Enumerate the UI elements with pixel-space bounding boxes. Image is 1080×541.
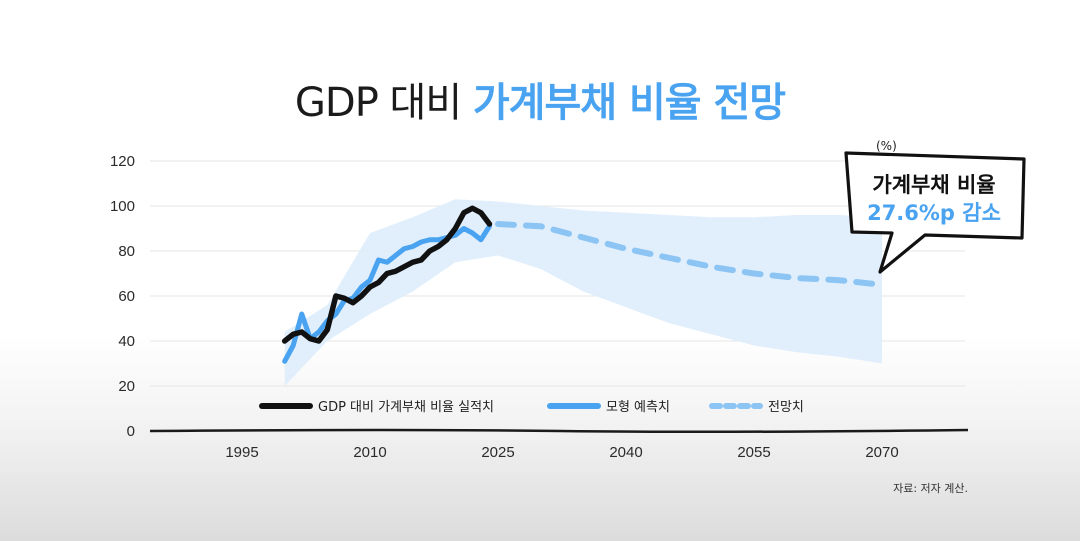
y-tick-label-60: 60 (118, 288, 135, 305)
y-tick-label-80: 80 (118, 243, 135, 260)
x-axis-line (149, 428, 969, 434)
legend-layer: GDP 대비 가계부채 비율 실적치 모형 예측치 전망치 (259, 400, 804, 415)
x-tick-label-2010: 2010 (353, 444, 386, 461)
y-tick-label-40: 40 (118, 333, 135, 350)
x-tick-label-2055: 2055 (737, 444, 770, 461)
y-tick-label-120: 120 (110, 153, 135, 170)
chart-title-highlight: 가계부채 비율 전망 (472, 80, 786, 126)
y-tick-label-100: 100 (110, 198, 135, 215)
y-tick-label-20: 20 (118, 378, 135, 395)
legend-label-solid-black: GDP 대비 가계부채 비율 실적치 (318, 400, 494, 415)
x-tick-label-2025: 2025 (481, 444, 514, 461)
chart-title: GDP 대비 가계부채 비율 전망 (0, 70, 1080, 128)
x-tick-label-2070: 2070 (865, 444, 898, 461)
chart-title-main: GDP 대비 (294, 80, 462, 126)
legend-label-solid-blue: 모형 예측치 (606, 400, 670, 415)
x-tick-label-1995: 1995 (225, 444, 258, 461)
callout-line-1: 가계부채 비율 (872, 173, 995, 197)
series-layer (281, 205, 885, 364)
confidence-band-layer (284, 199, 883, 386)
callout-layer: 가계부채 비율 27.6%p 감소 (844, 151, 1026, 274)
x-tick-label-2040: 2040 (609, 444, 642, 461)
source-note: 자료: 저자 계산. (893, 482, 968, 495)
unit-label: (%) (876, 139, 897, 153)
series-line-solid-black (281, 205, 493, 344)
series-line-dashed-lightblue (495, 221, 885, 288)
series-line-solid-blue (282, 223, 492, 364)
callout-box (844, 151, 1026, 274)
y-tick-label-0: 0 (127, 423, 135, 440)
confidence-band (284, 199, 883, 386)
callout-line-2: 27.6%p 감소 (867, 201, 1001, 225)
legend-label-dashed-lightblue: 전망치 (768, 400, 804, 415)
